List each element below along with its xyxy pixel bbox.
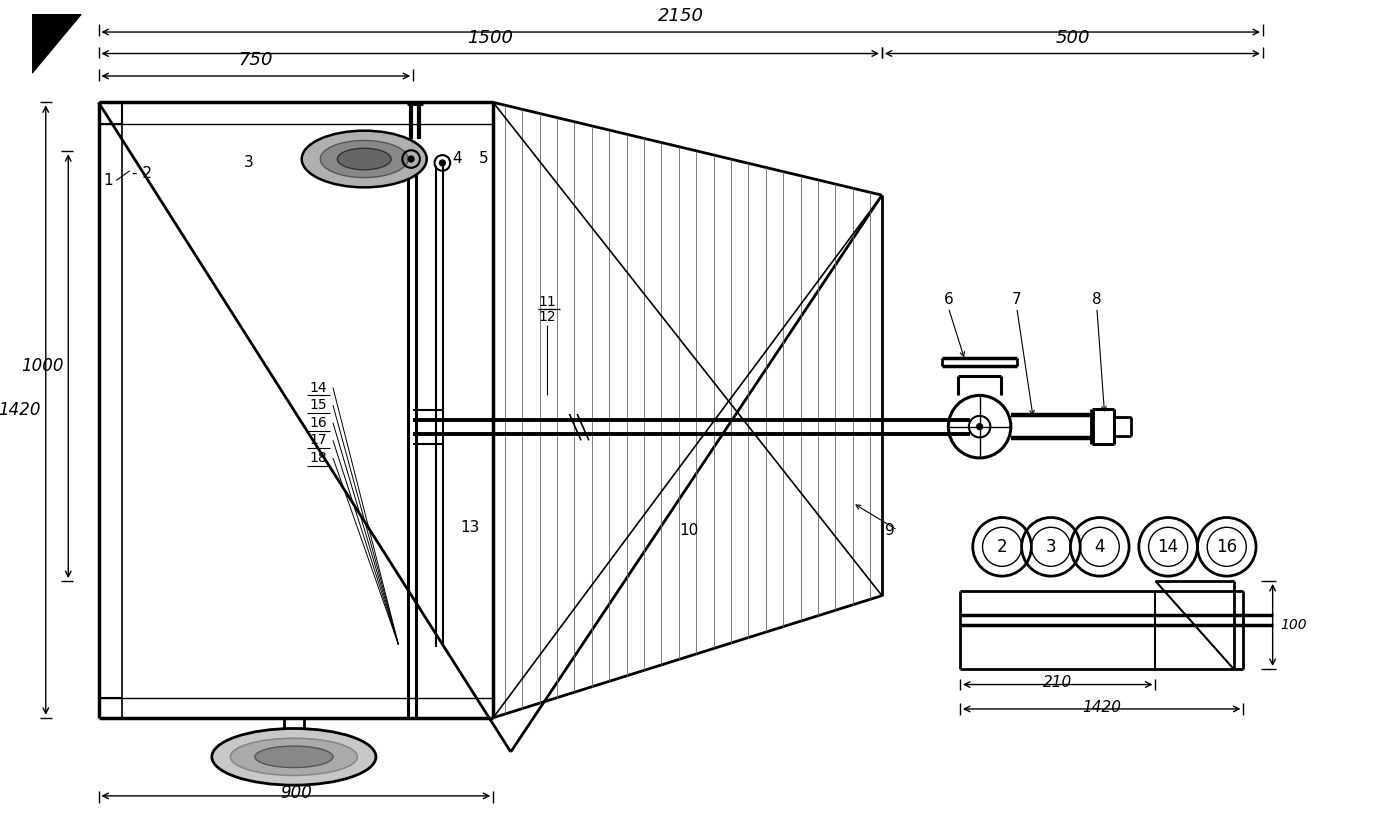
Text: 1420: 1420 (0, 401, 42, 419)
Text: 18: 18 (310, 451, 327, 465)
Text: 4: 4 (453, 150, 462, 165)
Ellipse shape (212, 728, 376, 785)
Text: 3: 3 (244, 155, 253, 170)
Text: 1000: 1000 (21, 357, 64, 375)
Text: 10: 10 (680, 523, 698, 538)
Text: 11: 11 (538, 295, 556, 309)
Text: 16: 16 (1217, 538, 1237, 556)
Text: - 2: - 2 (131, 166, 151, 181)
Ellipse shape (320, 140, 408, 178)
Text: 1500: 1500 (468, 28, 513, 47)
Text: 500: 500 (1055, 28, 1089, 47)
Text: 2: 2 (996, 538, 1008, 556)
Ellipse shape (302, 131, 426, 187)
Circle shape (977, 423, 983, 429)
Text: 210: 210 (1044, 676, 1073, 691)
Ellipse shape (230, 738, 357, 776)
Text: 3: 3 (1045, 538, 1056, 556)
Text: 6: 6 (944, 292, 954, 307)
Text: 16: 16 (310, 416, 327, 430)
Text: 2150: 2150 (657, 8, 703, 25)
Text: 9: 9 (884, 523, 894, 538)
Ellipse shape (338, 149, 392, 170)
Circle shape (408, 156, 414, 162)
Text: 14: 14 (310, 381, 327, 395)
Text: 13: 13 (459, 519, 479, 534)
Ellipse shape (255, 746, 334, 767)
Text: 100: 100 (1280, 618, 1306, 632)
Polygon shape (32, 14, 80, 73)
Text: 5: 5 (479, 150, 489, 165)
Text: 750: 750 (238, 51, 273, 69)
Text: 12: 12 (538, 311, 556, 324)
Text: 900: 900 (280, 784, 311, 802)
Text: 1420: 1420 (1082, 700, 1121, 715)
Text: 4: 4 (1095, 538, 1104, 556)
Circle shape (440, 160, 446, 166)
Text: 14: 14 (1157, 538, 1179, 556)
Text: 1: 1 (104, 173, 113, 188)
Text: 15: 15 (310, 398, 327, 412)
Text: 17: 17 (310, 433, 327, 448)
Text: 7: 7 (1012, 292, 1021, 307)
Text: 8: 8 (1092, 292, 1102, 307)
